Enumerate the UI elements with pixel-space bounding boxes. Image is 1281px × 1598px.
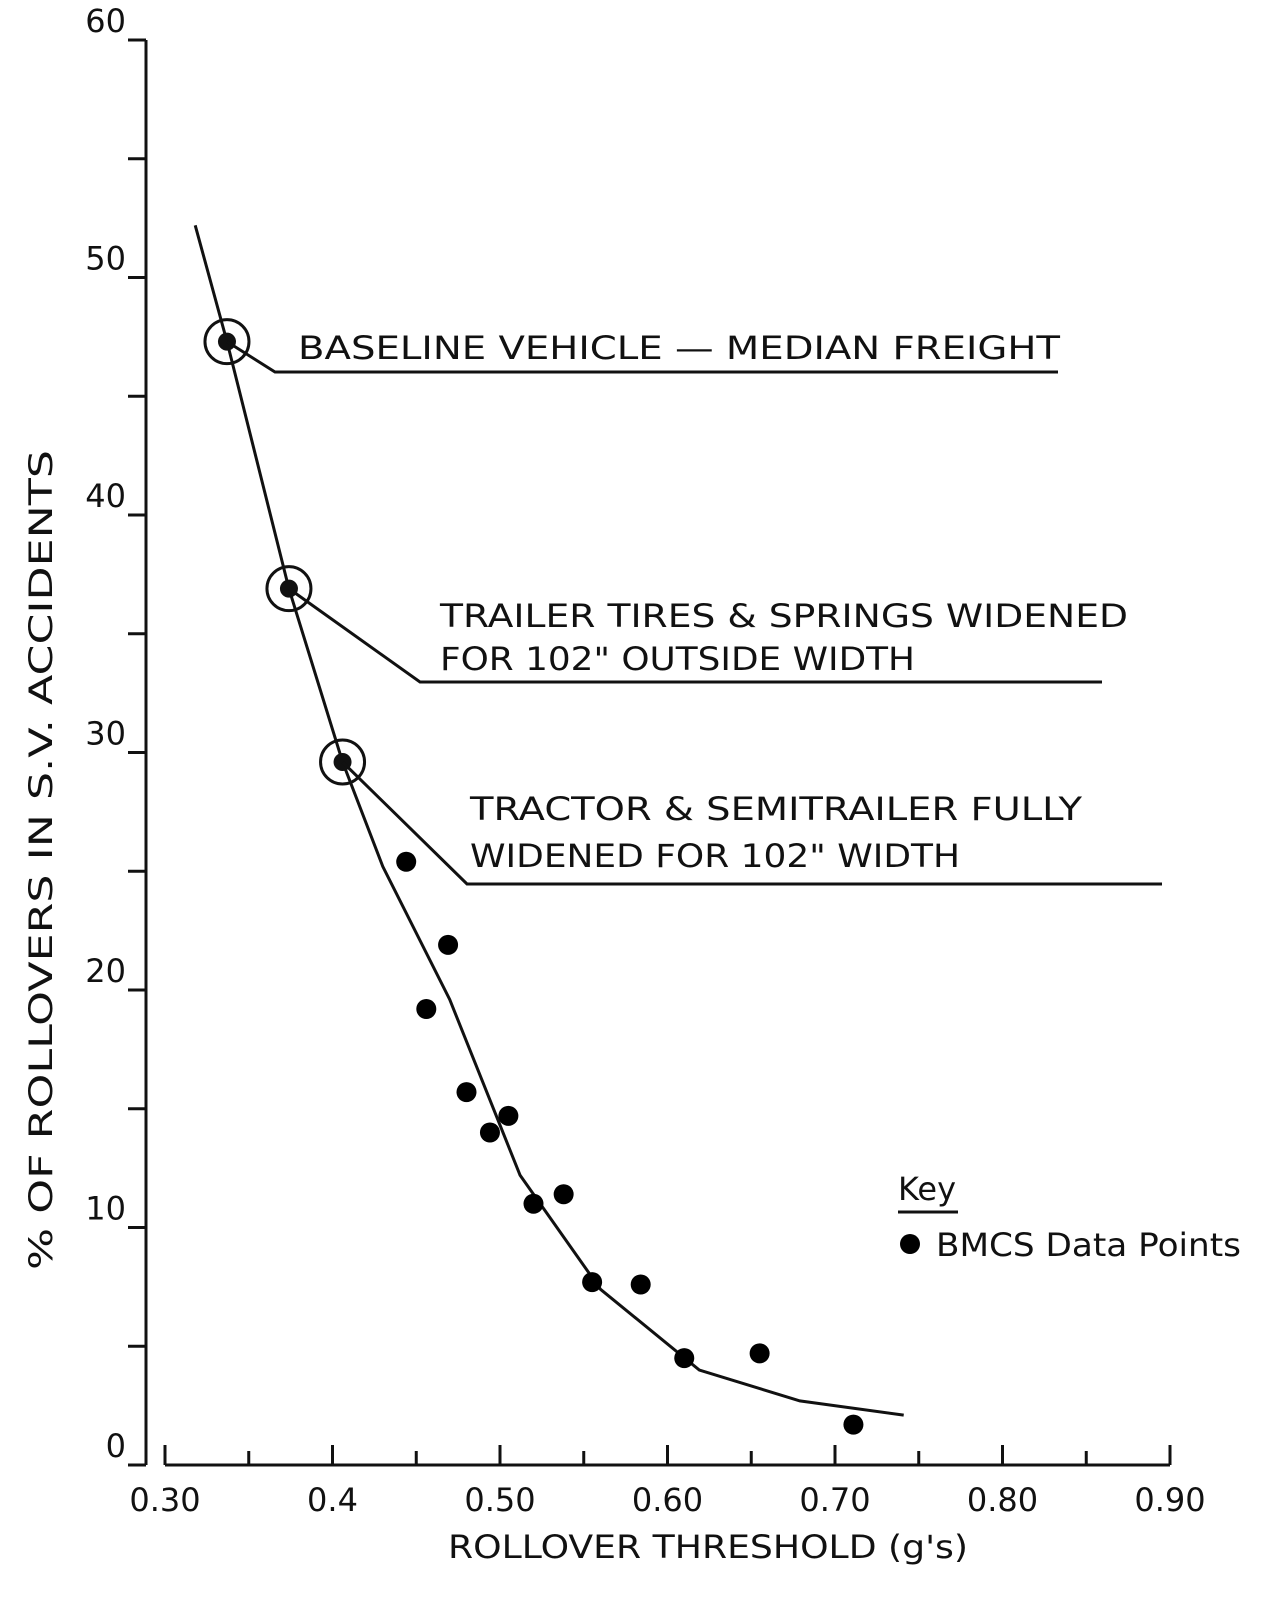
annotation-ring <box>203 318 251 366</box>
data-point <box>630 1274 651 1295</box>
x-tick-label: 0.50 <box>464 1481 535 1519</box>
x-axis-label: ROLLOVER THRESHOLD (g's) <box>448 1528 968 1566</box>
fitted-curve <box>193 224 904 1417</box>
data-point <box>456 1082 477 1103</box>
annotation-text: BASELINE VEHICLE — MEDIAN FREIGHT <box>298 329 1061 367</box>
annotation-ring <box>265 565 313 613</box>
annotation-text: FOR 102" OUTSIDE WIDTH <box>440 640 915 678</box>
y-tick-label: 50 <box>85 240 126 278</box>
legend-title: Key <box>898 1170 956 1208</box>
data-point <box>438 934 459 955</box>
legend-label: BMCS Data Points <box>936 1226 1241 1264</box>
data-point <box>843 1414 864 1435</box>
data-point <box>523 1193 544 1214</box>
data-point <box>674 1348 695 1369</box>
y-tick-label: 20 <box>85 952 126 990</box>
data-point <box>479 1122 500 1143</box>
x-tick-label: 0.30 <box>129 1481 200 1519</box>
y-tick-label: 10 <box>85 1190 126 1228</box>
data-point <box>749 1343 770 1364</box>
x-tick-label: 0.60 <box>632 1481 703 1519</box>
annotation-ring <box>319 738 367 786</box>
x-tick-label: 0.4 <box>307 1481 358 1519</box>
x-tick-label: 0.70 <box>799 1481 870 1519</box>
data-point <box>582 1272 603 1293</box>
y-tick-label: 60 <box>85 2 126 40</box>
leader-line <box>341 760 1162 886</box>
legend-marker <box>900 1234 920 1254</box>
x-tick-label: 0.90 <box>1134 1481 1205 1519</box>
annotation-text: TRACTOR & SEMITRAILER FULLY <box>469 790 1083 828</box>
x-tick-label: 0.80 <box>967 1481 1038 1519</box>
y-axis-label: % OF ROLLOVERS IN S.V. ACCIDENTS <box>22 450 60 1270</box>
leader-line <box>288 587 1102 684</box>
annotation-text: TRAILER TIRES & SPRINGS WIDENED <box>439 597 1128 635</box>
data-point <box>396 851 417 872</box>
data-point <box>498 1105 519 1126</box>
y-tick-label: 0 <box>106 1427 126 1465</box>
data-point <box>416 999 437 1019</box>
leader-line <box>226 340 1058 374</box>
y-tick-label: 40 <box>85 477 126 515</box>
y-tick-label: 30 <box>85 715 126 753</box>
annotation-text: WIDENED FOR 102" WIDTH <box>470 837 960 875</box>
data-point <box>553 1184 574 1205</box>
